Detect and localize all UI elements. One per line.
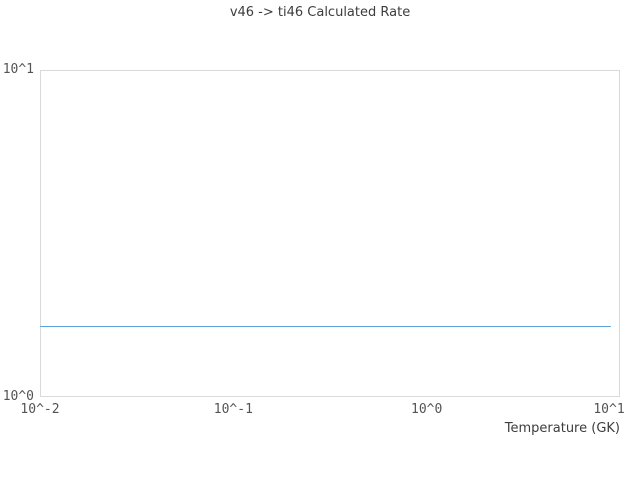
rate-line xyxy=(40,325,612,328)
x-tick-label: 10^0 xyxy=(411,402,443,417)
plot-area xyxy=(40,70,620,397)
chart-title: v46 -> ti46 Calculated Rate xyxy=(229,5,411,20)
x-tick-label: 10^-1 xyxy=(213,402,253,417)
x-tick-label: 10^-2 xyxy=(20,402,60,417)
x-axis-title: Temperature (GK) xyxy=(504,421,620,436)
y-tick-label: 10^0 xyxy=(2,389,34,404)
y-tick-label: 10^1 xyxy=(2,62,34,77)
x-tick-label: 10^1 xyxy=(593,402,625,417)
